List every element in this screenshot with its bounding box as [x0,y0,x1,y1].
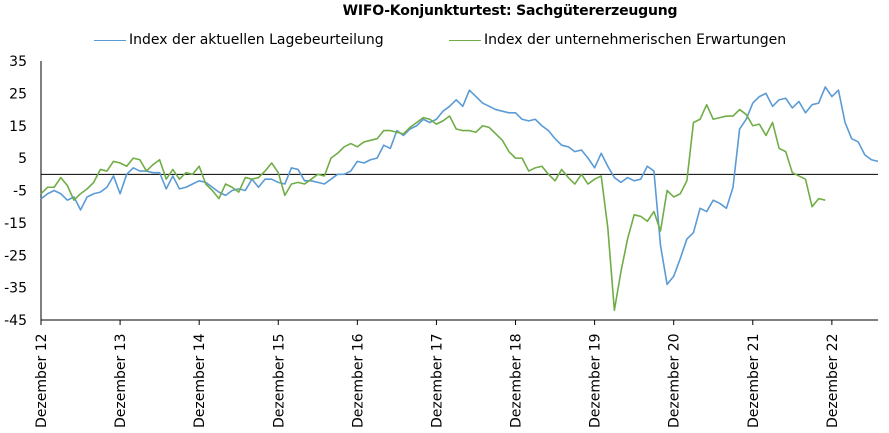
legend-swatch-erwartungen [449,39,481,41]
y-tick-label: -45 [4,313,27,329]
legend-item-lagebeurteilung: Index der aktuellen Lagebeurteilung [94,32,384,48]
legend-item-erwartungen: Index der unternehmerischen Erwartungen [449,32,786,48]
legend: Index der aktuellen Lagebeurteilung Inde… [94,32,889,52]
y-tick-label: 25 [9,86,27,102]
series-line-erwartungen [40,103,826,312]
x-axis-ticks [40,320,833,325]
x-tick-label: Dezember 12 [34,333,50,428]
y-tick-label: 35 [9,54,27,70]
y-tick-label: -15 [4,216,27,232]
x-tick-label: Dezember 14 [192,333,208,428]
series-line-lagebeurteilung [40,86,879,286]
legend-label-erwartungen: Index der unternehmerischen Erwartungen [484,32,787,48]
series-lines [40,86,879,312]
legend-label-lagebeurteilung: Index der aktuellen Lagebeurteilung [129,32,384,48]
x-axis-tick-labels: Dezember 12 Dezember 13 Dezember 14 Dezembe… [34,333,841,428]
y-tick-label: 15 [9,119,27,135]
y-axis-tick-labels: 35 25 15 5 -5 -15 -25 -35 -45 [4,54,27,329]
x-tick-label: Dezember 22 [825,333,841,428]
legend-swatch-lagebeurteilung [94,39,126,41]
y-tick-label: 5 [18,151,27,167]
x-tick-label: Dezember 19 [588,333,604,428]
x-tick-label: Dezember 13 [113,333,129,428]
y-tick-label: -25 [4,248,27,264]
chart-title: WIFO-Konjunkturtest: Sachgütererzeugung [342,3,678,19]
x-tick-label: Dezember 21 [746,333,762,428]
x-tick-label: Dezember 20 [667,333,683,428]
x-tick-label: Dezember 18 [509,333,525,428]
x-tick-label: Dezember 17 [429,333,445,428]
x-tick-label: Dezember 15 [271,333,287,428]
y-tick-label: -5 [13,184,27,200]
y-tick-label: -35 [4,281,27,297]
x-tick-label: Dezember 16 [350,333,366,428]
